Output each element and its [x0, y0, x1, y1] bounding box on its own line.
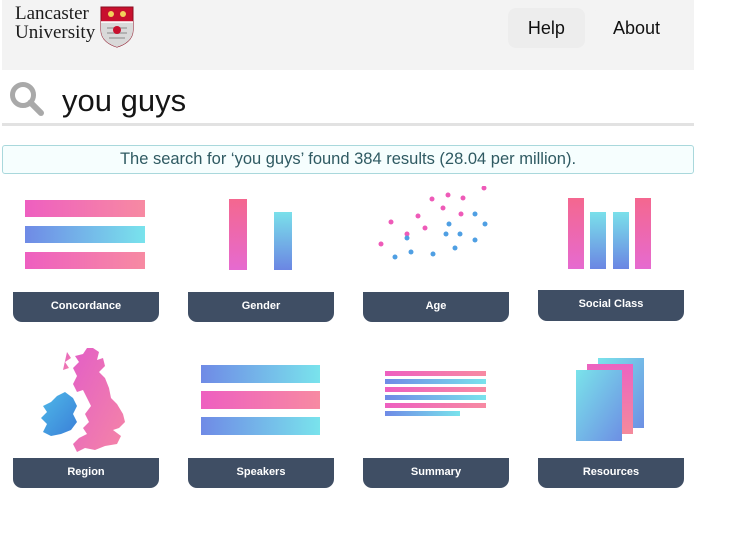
results-summary-banner: The search for ‘you guys’ found 384 resu… [2, 145, 694, 174]
tile-label: Speakers [188, 458, 334, 488]
help-link[interactable]: Help [507, 8, 585, 48]
tile-speakers[interactable]: Speakers [188, 344, 334, 488]
tile-summary[interactable]: Summary [363, 344, 509, 488]
tile-social-class[interactable]: Social Class [538, 186, 684, 321]
tile-label: Concordance [13, 292, 159, 322]
tile-label: Region [13, 458, 159, 488]
tile-age[interactable]: Age [363, 186, 509, 322]
university-logo[interactable]: Lancaster University [15, 4, 134, 48]
tile-label: Resources [538, 458, 684, 488]
tile-label: Gender [188, 292, 334, 322]
search-icon[interactable] [8, 80, 46, 118]
logo-wordmark: Lancaster University [15, 4, 95, 42]
tile-label: Social Class [538, 290, 684, 321]
logo-line1: Lancaster [15, 3, 89, 24]
region-map-icon [41, 348, 125, 452]
tile-region[interactable]: Region [13, 344, 159, 488]
resources-icon [576, 358, 644, 441]
social-class-icon [568, 198, 651, 269]
tile-concordance[interactable]: Concordance [13, 186, 159, 322]
tile-gender[interactable]: Gender [188, 186, 334, 322]
search-input[interactable] [62, 80, 662, 122]
concordance-icon [25, 200, 145, 269]
tile-label: Age [363, 292, 509, 322]
age-icon [378, 186, 488, 260]
header-bar: Lancaster University Help About [2, 0, 694, 70]
tile-resources[interactable]: Resources [538, 344, 684, 488]
tile-label: Summary [363, 458, 509, 488]
gender-icon [229, 199, 292, 270]
speakers-icon [201, 365, 320, 435]
logo-line2: University [15, 22, 96, 43]
search-bar [2, 78, 694, 126]
crest-icon [100, 6, 134, 48]
top-nav: Help About [507, 8, 694, 48]
summary-icon [385, 371, 486, 416]
about-link[interactable]: About [592, 8, 680, 48]
